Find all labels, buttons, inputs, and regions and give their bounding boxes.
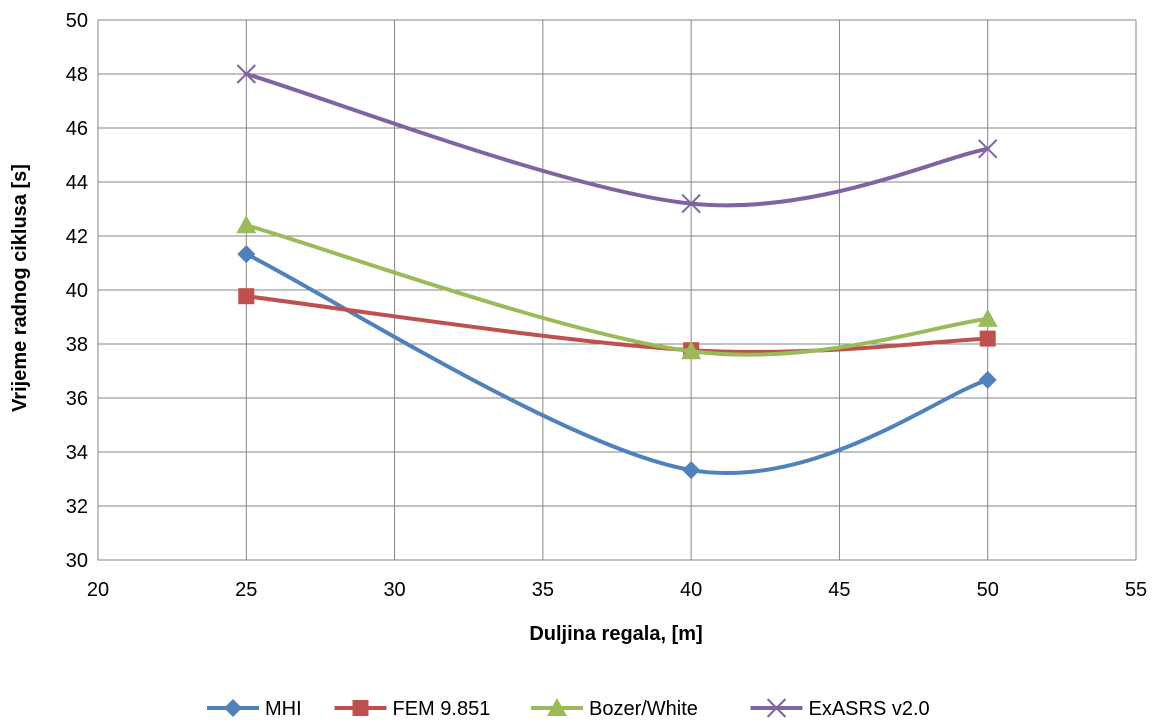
x-tick-label: 35 <box>532 579 554 601</box>
y-axis-title: Vrijeme radnog ciklusa [s] <box>9 164 31 412</box>
marker-stroke <box>978 139 998 159</box>
series-mhi <box>237 245 997 480</box>
legend-item-mhi: MHI <box>207 698 302 720</box>
data-point-exasrs-v2-0 <box>681 193 701 214</box>
series-exasrs-v2-0 <box>236 64 998 214</box>
series-line-exasrs-v2-0 <box>244 72 990 208</box>
marker-stroke <box>681 193 701 214</box>
legend-label: FEM 9.851 <box>393 698 491 720</box>
data-point-mhi <box>682 461 701 480</box>
legend-marker <box>352 700 369 716</box>
x-tick-label: 50 <box>977 579 999 601</box>
y-tick-label: 44 <box>66 172 88 194</box>
legend-label: ExASRS v2.0 <box>809 698 930 720</box>
series-bozer-white <box>236 215 998 360</box>
y-tick-label: 48 <box>66 64 88 86</box>
data-point-exasrs-v2-0 <box>978 139 998 159</box>
legend-item-bozer-white: Bozer/White <box>531 698 698 720</box>
y-tick-label: 40 <box>66 280 88 302</box>
tick-labels: 30 32 34 36 38 40 42 44 46 48 50 20 25 30 35 40 45 50 55 <box>66 10 1147 601</box>
legend-item-exasrs-v2-0: ExASRS v2.0 <box>750 698 930 720</box>
series <box>236 64 998 480</box>
x-tick-label: 25 <box>235 579 257 601</box>
x-tick-label: 20 <box>87 579 109 601</box>
x-tick-label: 55 <box>1125 579 1147 601</box>
x-axis-title: Duljina regala, [m] <box>529 623 702 645</box>
series-line-bozer-white <box>244 223 990 357</box>
data-point-bozer-white <box>977 308 998 327</box>
data-point-exasrs-v2-0 <box>236 64 256 84</box>
data-point-bozer-white <box>681 341 702 360</box>
legend-label: MHI <box>265 698 302 720</box>
legend-label: Bozer/White <box>589 698 698 720</box>
y-tick-label: 38 <box>66 334 88 356</box>
series-line-mhi <box>244 252 990 476</box>
y-tick-label: 50 <box>66 10 88 32</box>
legend-marker <box>547 698 567 716</box>
plot-area-border <box>97 19 1137 561</box>
data-point-mhi <box>978 370 997 389</box>
x-tick-label: 45 <box>828 579 850 601</box>
legend-marker <box>224 699 242 717</box>
x-tick-label: 40 <box>680 579 702 601</box>
legend-item-fem-9-851: FEM 9.851 <box>334 698 491 720</box>
y-tick-label: 42 <box>66 226 88 248</box>
data-point-fem-9-851 <box>979 330 996 347</box>
x-tick-label: 30 <box>383 579 405 601</box>
y-tick-label: 32 <box>66 496 88 518</box>
y-tick-label: 46 <box>66 118 88 140</box>
data-point-bozer-white <box>236 215 257 234</box>
series-fem-9-851 <box>238 288 996 359</box>
y-tick-label: 30 <box>66 550 88 572</box>
marker-stroke <box>236 64 256 84</box>
data-point-mhi <box>237 245 256 264</box>
data-point-fem-9-851 <box>238 288 255 305</box>
marker-stroke <box>766 698 787 718</box>
y-tick-label: 36 <box>66 388 88 410</box>
legend-marker <box>766 698 787 718</box>
y-tick-label: 34 <box>66 442 88 464</box>
legend: MHI FEM 9.851 Bozer/White ExASRS v2.0 <box>207 698 930 720</box>
